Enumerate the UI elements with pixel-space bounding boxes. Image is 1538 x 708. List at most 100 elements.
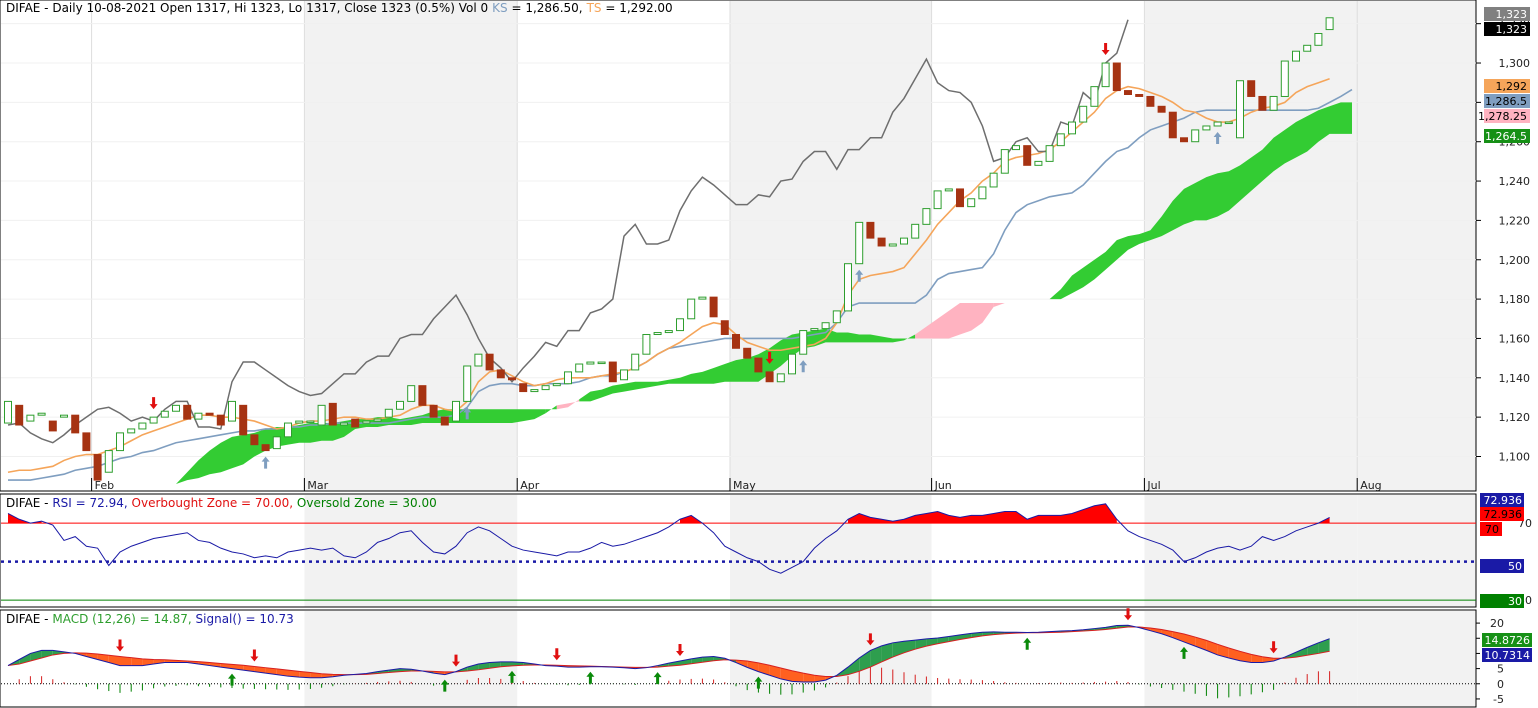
candle-up <box>116 432 124 452</box>
cloud-bear-segment <box>915 303 994 339</box>
month-band-rsi <box>1357 495 1476 607</box>
buy-arrow-icon <box>855 269 864 282</box>
candle-down <box>508 377 516 381</box>
month-band-rsi <box>730 495 932 607</box>
candle-down <box>956 188 964 208</box>
candle-up <box>855 221 864 265</box>
macd-sell-arrow-icon <box>676 644 684 657</box>
candle-up <box>1280 60 1289 97</box>
rsi-box <box>1480 594 1524 608</box>
month-band-rsi <box>1144 495 1358 607</box>
candle-down <box>15 404 24 426</box>
candle-up <box>396 400 404 410</box>
macd-box-label: 14.8726 <box>1485 634 1531 647</box>
sell-arrow-icon <box>765 351 774 364</box>
macd-fill-down <box>1228 647 1240 661</box>
candle-up <box>810 328 819 332</box>
candle-up <box>1202 125 1211 131</box>
candle-down <box>1112 62 1121 92</box>
macd-fill-down <box>86 653 98 660</box>
candle-up <box>597 361 606 365</box>
candle-up <box>407 385 416 402</box>
macd-fill-up <box>870 645 882 668</box>
rsi-box <box>1480 507 1524 521</box>
macd-fill-up <box>881 642 893 662</box>
price-tick-label: 1,180 <box>1499 293 1531 306</box>
macd-fill-up <box>859 650 871 672</box>
macd-fill-down <box>254 666 266 674</box>
candle-up <box>295 420 304 424</box>
rsi-graph <box>1 503 1476 601</box>
macd-buy-arrow-icon <box>508 670 516 683</box>
candle-up <box>530 389 539 393</box>
macd-box-label: 10.7314 <box>1485 649 1531 662</box>
rsi-header: DIFAE - RSI = 72.94, Overbought Zone = 7… <box>6 496 437 510</box>
rsi-box-label: 72.936 <box>1484 508 1523 521</box>
candle-up <box>1056 133 1065 147</box>
candle-up <box>564 371 572 385</box>
candle-down <box>205 412 214 416</box>
candle-up <box>989 172 998 188</box>
candle-up <box>26 414 35 422</box>
candle-down <box>1135 93 1144 97</box>
price-box <box>1484 129 1530 143</box>
candle-down <box>82 432 91 452</box>
month-band-price <box>1357 1 1476 491</box>
candle-up <box>1079 105 1088 123</box>
candle-up <box>1068 121 1076 135</box>
candle-up <box>37 412 46 416</box>
cloud-bull-segment <box>579 328 904 402</box>
macd-fill-down <box>276 668 288 677</box>
price-box-label: 1,286.5 <box>1485 95 1527 108</box>
cloud-bear-segment <box>568 399 580 408</box>
month-label: Jul <box>1146 479 1160 492</box>
candle-down <box>485 353 494 371</box>
candle-up <box>664 330 673 334</box>
macd-fill-down <box>780 667 792 682</box>
candle-up <box>1000 149 1009 174</box>
candle-up <box>1325 17 1334 31</box>
candle-up <box>698 296 707 300</box>
macd-sell-arrow-icon <box>250 649 259 662</box>
price-box <box>1484 7 1530 21</box>
price-tick-label: 1,300 <box>1499 57 1531 70</box>
price-box-label: 1,264.5 <box>1485 130 1527 143</box>
candle-up <box>463 365 472 402</box>
macd-fill-down <box>747 661 759 672</box>
macd-tick-label: -5 <box>1493 693 1504 706</box>
macd-fill-down <box>299 671 311 678</box>
candle-down <box>743 347 752 359</box>
candle-down <box>351 418 360 428</box>
candle-up <box>1292 50 1300 62</box>
candle-down <box>1168 111 1177 139</box>
candle-up <box>1213 121 1222 127</box>
candle-up <box>799 330 808 355</box>
candle-down <box>765 371 774 383</box>
candle-up <box>541 385 550 391</box>
candle-down <box>519 383 528 393</box>
candle-up <box>1101 62 1110 88</box>
candle-down <box>1023 145 1032 166</box>
macd-fill-down <box>769 665 781 679</box>
candle-up <box>1191 129 1200 143</box>
candle-up <box>1224 121 1233 125</box>
candle-up <box>306 420 315 424</box>
ts-label: TS <box>586 1 602 15</box>
candle-down <box>608 361 617 383</box>
macd-line <box>7 624 1330 683</box>
candle-up <box>172 404 180 412</box>
candle-down <box>71 414 80 434</box>
candle-up <box>362 420 371 424</box>
buy-arrow-icon <box>1213 131 1222 144</box>
month-labels: Feb Mar Apr May Jun Jul Aug <box>91 478 1382 492</box>
main-header: DIFAE - Daily 10-08-2021 Open 1317, Hi 1… <box>6 1 673 15</box>
month-bands <box>91 1 1476 707</box>
macd-fill-up <box>41 650 53 658</box>
macd-fill-up <box>1318 638 1330 654</box>
macd-fill-up <box>500 661 512 667</box>
macd-fill-up <box>467 664 479 672</box>
candle-up <box>620 369 628 381</box>
price-arrows <box>149 43 1222 469</box>
macd-tick-label: 20 <box>1490 617 1504 630</box>
